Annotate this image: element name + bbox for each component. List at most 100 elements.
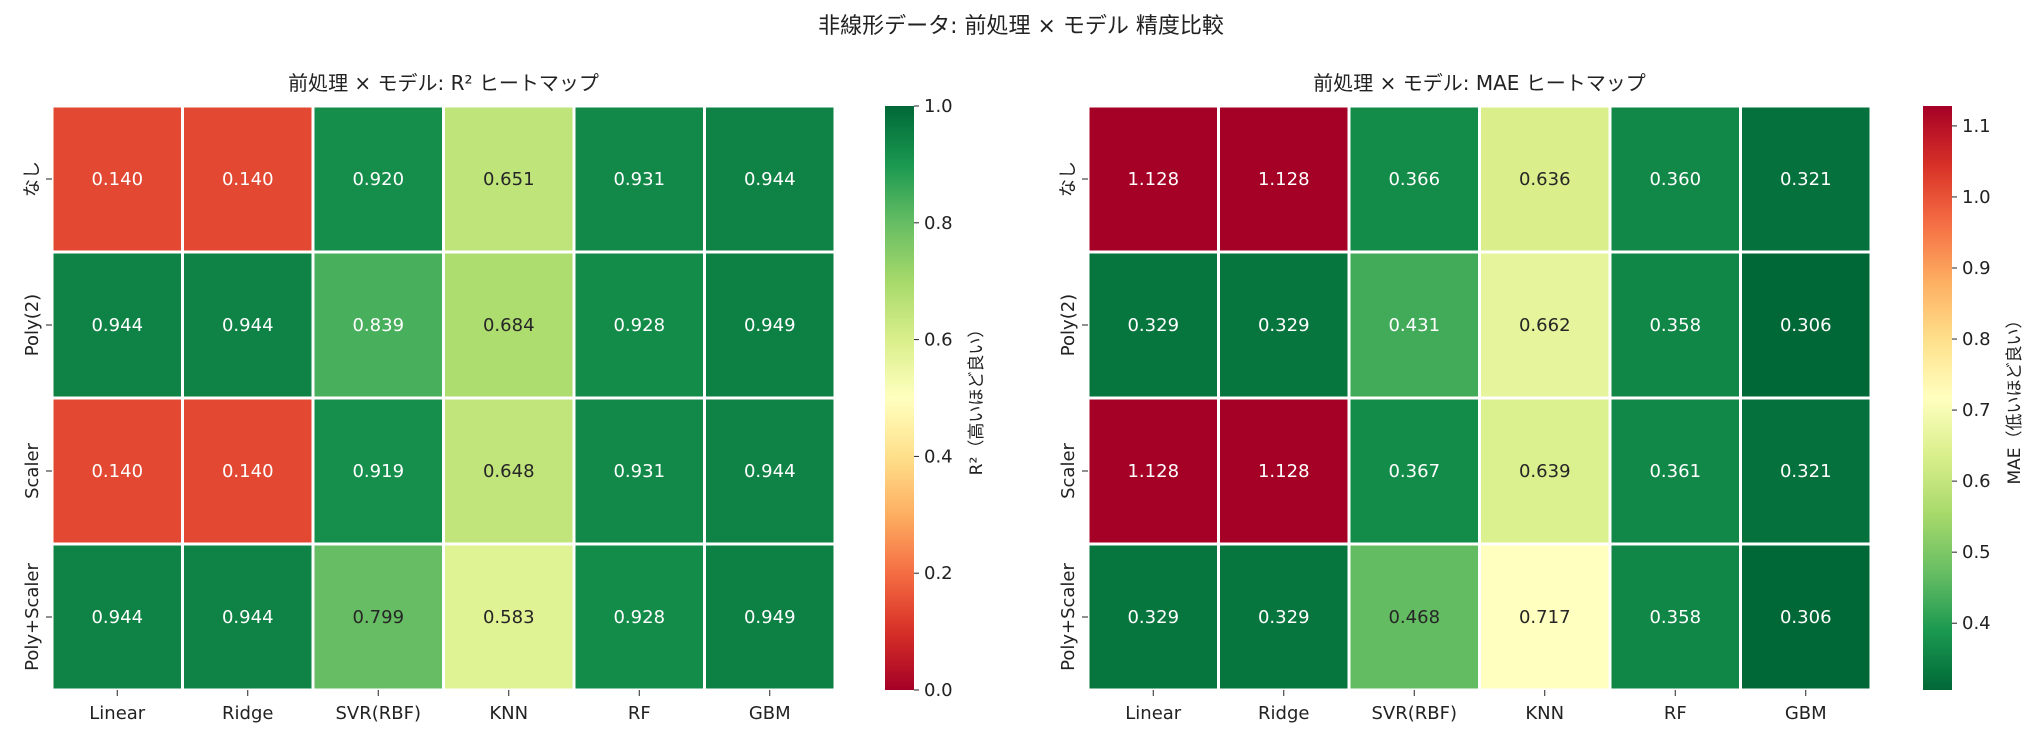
heatmap-cell — [181, 542, 315, 692]
cell-value-label: 0.367 — [1388, 461, 1440, 482]
heatmap-cell — [1086, 542, 1220, 692]
heatmap-cell — [311, 542, 445, 692]
y-tick-label: Poly+Scaler — [22, 563, 43, 671]
x-tick-label: GBM — [1785, 703, 1827, 724]
heatmap-cell — [572, 542, 706, 692]
suptitle: 非線形データ: 前処理 × モデル 精度比較 — [818, 14, 1224, 39]
cell-value-label: 0.358 — [1649, 315, 1701, 336]
y-tick-label: Scaler — [22, 442, 43, 498]
x-tick-label: SVR(RBF) — [1372, 703, 1458, 724]
colorbar-tick-label: 0.8 — [924, 213, 953, 234]
cell-value-label: 0.931 — [613, 169, 665, 190]
cell-value-label: 0.306 — [1780, 315, 1832, 336]
heatmap-cell — [1478, 104, 1612, 254]
heatmap-title: 前処理 × モデル: MAE ヒートマップ — [1313, 71, 1646, 95]
cell-value-label: 1.128 — [1258, 169, 1310, 190]
cell-value-label: 0.639 — [1519, 461, 1571, 482]
heatmap-cell — [50, 104, 184, 254]
cell-value-label: 0.366 — [1388, 169, 1440, 190]
cell-value-label: 0.717 — [1519, 607, 1571, 628]
heatmap-cell — [1347, 542, 1481, 692]
heatmap-cell — [703, 250, 837, 400]
heatmap-cell — [703, 104, 837, 254]
cell-value-label: 0.321 — [1780, 461, 1832, 482]
cell-value-label: 0.944 — [91, 607, 143, 628]
heatmap-cell — [572, 396, 706, 546]
x-tick-label: RF — [1664, 703, 1687, 724]
heatmap-cell — [1608, 396, 1742, 546]
colorbar-label: MAE（低いほど良い） — [2005, 311, 2025, 484]
cell-value-label: 0.919 — [352, 461, 404, 482]
heatmap-cell — [1347, 104, 1481, 254]
heatmap-cell — [1739, 396, 1873, 546]
y-tick-label: Poly(2) — [22, 294, 43, 356]
cell-value-label: 0.329 — [1127, 315, 1179, 336]
colorbar-tick-label: 0.6 — [924, 330, 953, 351]
cell-value-label: 0.944 — [91, 315, 143, 336]
colorbar-tick-label: 0.5 — [1962, 542, 1991, 563]
cell-value-label: 0.949 — [744, 607, 796, 628]
cell-value-label: 0.140 — [222, 461, 274, 482]
cell-value-label: 0.140 — [91, 169, 143, 190]
cell-value-label: 0.928 — [613, 607, 665, 628]
heatmap-cell — [181, 250, 315, 400]
x-tick-label: KNN — [1525, 703, 1564, 724]
cell-value-label: 0.468 — [1388, 607, 1440, 628]
cell-value-label: 0.358 — [1649, 607, 1701, 628]
cell-value-label: 1.128 — [1258, 461, 1310, 482]
y-tick-label: なし — [22, 161, 43, 197]
x-tick-label: RF — [628, 703, 651, 724]
cell-value-label: 0.684 — [483, 315, 535, 336]
colorbar — [1923, 106, 1952, 690]
x-tick-label: GBM — [749, 703, 791, 724]
colorbar-tick-label: 0.9 — [1962, 258, 1991, 279]
heatmap-cell — [1739, 542, 1873, 692]
cell-value-label: 0.360 — [1649, 169, 1701, 190]
cell-value-label: 0.140 — [222, 169, 274, 190]
cell-value-label: 0.329 — [1258, 607, 1310, 628]
heatmap-cell — [181, 104, 315, 254]
cell-value-label: 0.662 — [1519, 315, 1571, 336]
heatmap-cell — [1217, 542, 1351, 692]
colorbar — [885, 106, 914, 690]
heatmap-1: 前処理 × モデル: R² ヒートマップ 0.140 0.140 0.920 0.651… — [22, 71, 987, 724]
cell-value-label: 0.636 — [1519, 169, 1571, 190]
cell-value-label: 0.839 — [352, 315, 404, 336]
x-tick-label: SVR(RBF) — [336, 703, 422, 724]
heatmap-cell — [181, 396, 315, 546]
cell-value-label: 1.128 — [1127, 169, 1179, 190]
heatmap-cell — [703, 542, 837, 692]
cell-value-label: 0.949 — [744, 315, 796, 336]
cell-value-label: 0.931 — [613, 461, 665, 482]
cell-value-label: 0.928 — [613, 315, 665, 336]
colorbar-label: R²（高いほど良い） — [967, 321, 987, 476]
y-tick-label: なし — [1058, 161, 1079, 197]
x-tick-label: Ridge — [222, 703, 273, 724]
heatmap-cell — [1739, 250, 1873, 400]
cell-value-label: 0.648 — [483, 461, 535, 482]
cell-value-label: 0.306 — [1780, 607, 1832, 628]
y-tick-label: Scaler — [1058, 442, 1079, 498]
colorbar-tick-label: 0.4 — [924, 446, 953, 467]
cell-value-label: 0.329 — [1258, 315, 1310, 336]
heatmap-cell — [1217, 396, 1351, 546]
x-tick-label: Linear — [89, 703, 146, 724]
cell-value-label: 0.920 — [352, 169, 404, 190]
colorbar-tick-label: 0.2 — [924, 563, 953, 584]
cell-value-label: 1.128 — [1127, 461, 1179, 482]
y-tick-label: Poly(2) — [1058, 294, 1079, 356]
heatmap-cell — [1478, 396, 1612, 546]
heatmap-cell — [1608, 250, 1742, 400]
heatmap-2: 前処理 × モデル: MAE ヒートマップ 1.128 1.128 0.366 0.63… — [1058, 71, 2025, 724]
x-tick-label: Ridge — [1258, 703, 1309, 724]
cell-value-label: 0.944 — [222, 607, 274, 628]
cell-value-label: 0.431 — [1388, 315, 1440, 336]
heatmap-cell — [1217, 104, 1351, 254]
cell-value-label: 0.944 — [744, 169, 796, 190]
cell-value-label: 0.321 — [1780, 169, 1832, 190]
colorbar-tick-label: 1.0 — [924, 96, 953, 117]
cell-value-label: 0.140 — [91, 461, 143, 482]
cell-value-label: 0.944 — [222, 315, 274, 336]
colorbar-tick-label: 0.6 — [1962, 471, 1991, 492]
